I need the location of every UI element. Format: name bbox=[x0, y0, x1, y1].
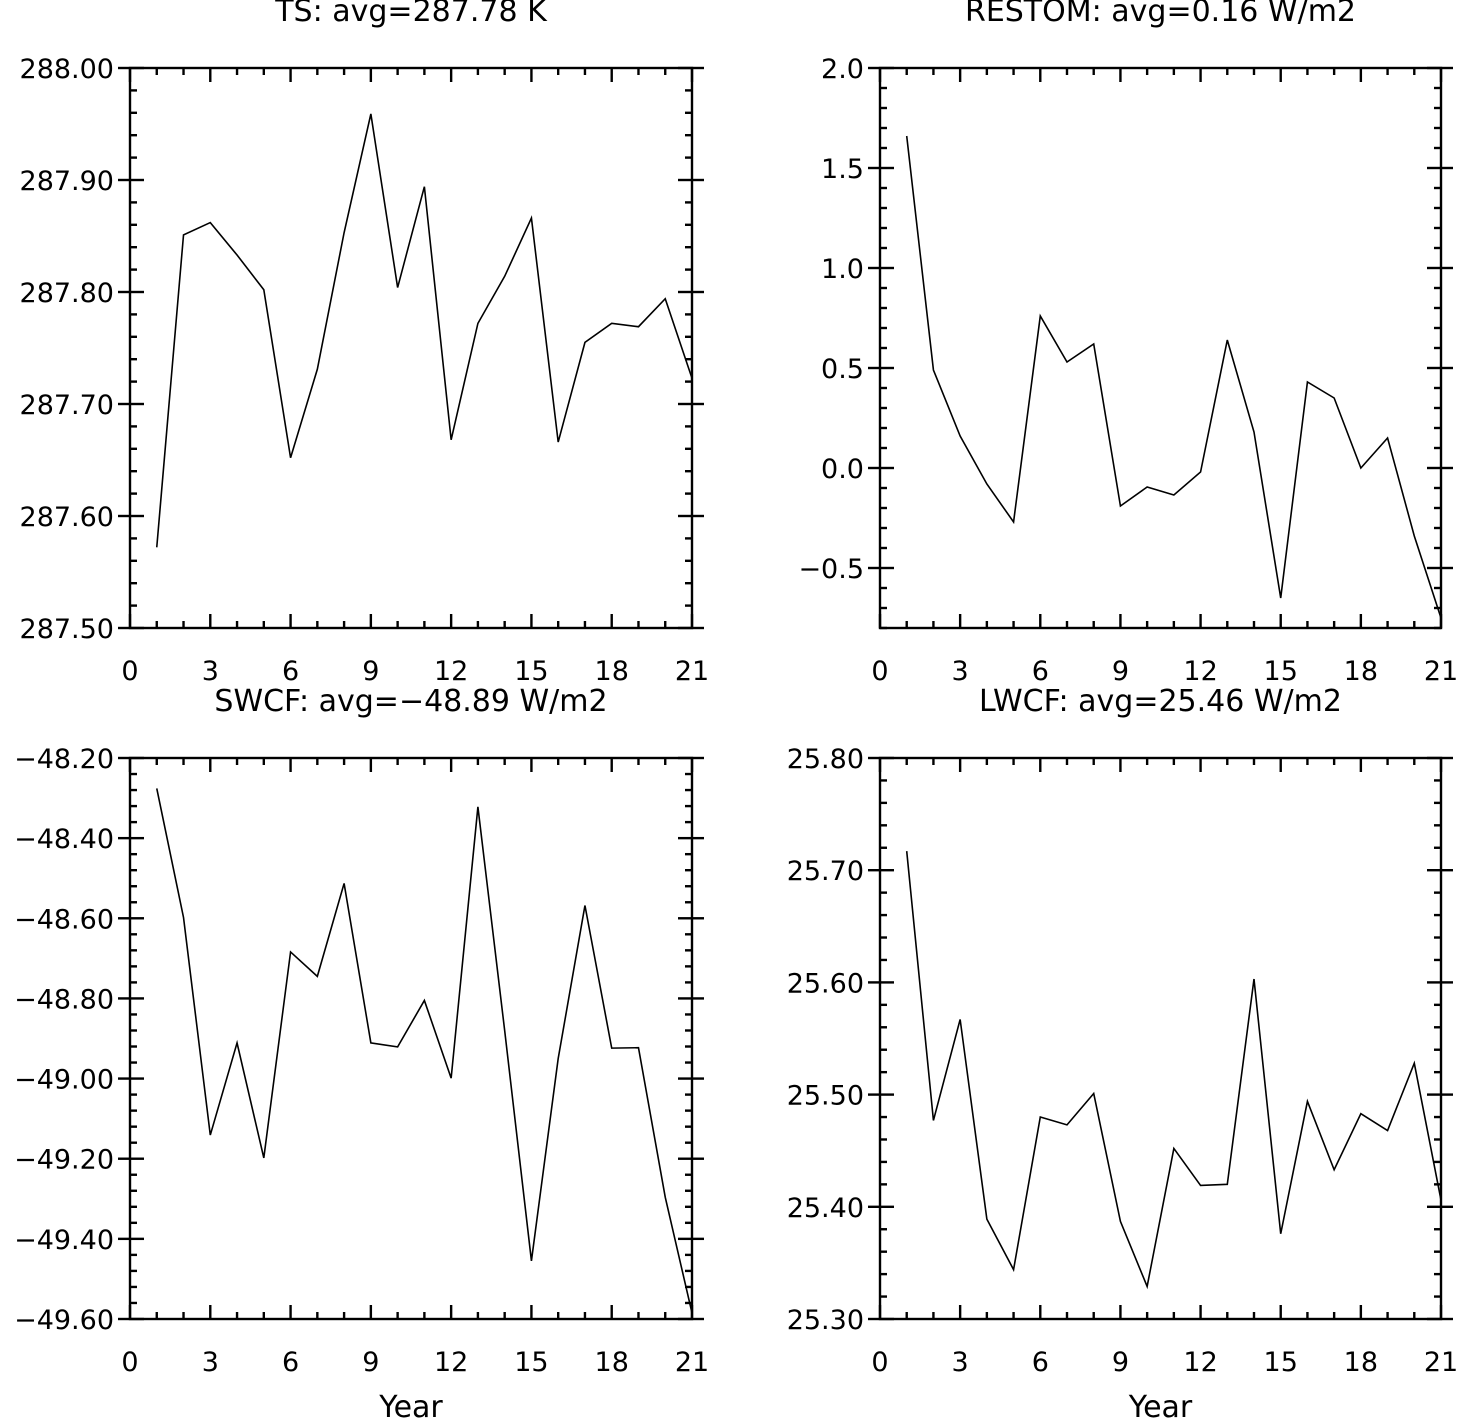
y-tick-label: 25.60 bbox=[787, 968, 864, 999]
y-tick-label: −0.5 bbox=[798, 554, 864, 585]
y-tick-label: −49.40 bbox=[14, 1225, 114, 1256]
x-tick-label: 0 bbox=[121, 1347, 138, 1378]
y-tick-label: 0.0 bbox=[821, 454, 864, 485]
x-tick-label: 18 bbox=[1344, 656, 1378, 687]
x-tick-label: 21 bbox=[675, 656, 709, 687]
x-tick-label: 0 bbox=[121, 656, 138, 687]
series-line bbox=[155, 113, 693, 548]
x-tick-label: 21 bbox=[1424, 1347, 1458, 1378]
chart-panel-2: 0 3 6 9 12 15 18 21 −49.60 −49.40 −49.20 −49.00 −48.… bbox=[14, 684, 709, 1419]
x-tick-label: 12 bbox=[1183, 1347, 1217, 1378]
plot-frame bbox=[128, 66, 694, 630]
x-tick-label: 21 bbox=[1424, 656, 1458, 687]
x-tick-label: 9 bbox=[362, 1347, 379, 1378]
x-tick-label: 18 bbox=[595, 656, 629, 687]
x-tick-label: 18 bbox=[595, 1347, 629, 1378]
y-tick-label: 287.50 bbox=[20, 614, 114, 645]
series-line bbox=[905, 851, 1442, 1290]
x-tick-label: 9 bbox=[1112, 1347, 1129, 1378]
x-tick-label: 15 bbox=[514, 1347, 548, 1378]
x-tick-label: 12 bbox=[434, 656, 468, 687]
x-tick-label: 3 bbox=[202, 656, 219, 687]
x-tick-label: 6 bbox=[1032, 656, 1049, 687]
x-tick-label: 3 bbox=[952, 656, 969, 687]
y-tick-label: 287.90 bbox=[20, 166, 114, 197]
x-tick-label: 15 bbox=[1264, 1347, 1298, 1378]
x-tick-label: 12 bbox=[434, 1347, 468, 1378]
y-tick-label: 1.0 bbox=[821, 254, 864, 285]
x-tick-label: 18 bbox=[1344, 1347, 1378, 1378]
y-tick-label: −48.60 bbox=[14, 904, 114, 935]
chart-title: RESTOM: avg=0.16 W/m2 bbox=[965, 0, 1356, 29]
x-tick-label: 0 bbox=[871, 1347, 888, 1378]
y-tick-label: 25.70 bbox=[787, 856, 864, 887]
y-tick-label: 25.80 bbox=[787, 744, 864, 775]
y-tick-label: 25.30 bbox=[787, 1305, 864, 1336]
plot-frame bbox=[878, 756, 1443, 1321]
y-tick-label: 0.5 bbox=[821, 354, 864, 385]
chart-title: SWCF: avg=−48.89 W/m2 bbox=[214, 684, 607, 719]
series-line bbox=[905, 135, 1442, 619]
chart-title: TS: avg=287.78 K bbox=[274, 0, 548, 29]
y-tick-label: 25.50 bbox=[787, 1081, 864, 1112]
chart-panel-0: 0 3 6 9 12 15 18 21 287.50 287.60 287.70 287.80 287.… bbox=[20, 0, 710, 687]
y-tick-label: 2.0 bbox=[821, 54, 864, 85]
y-tick-label: 287.60 bbox=[20, 502, 114, 533]
y-tick-label: −49.60 bbox=[14, 1305, 114, 1336]
y-tick-label: 25.40 bbox=[787, 1193, 864, 1224]
chart-title: LWCF: avg=25.46 W/m2 bbox=[979, 684, 1342, 719]
y-tick-label: 288.00 bbox=[20, 54, 114, 85]
y-tick-label: −48.40 bbox=[14, 824, 114, 855]
x-tick-label: 3 bbox=[202, 1347, 219, 1378]
y-tick-label: −49.20 bbox=[14, 1145, 114, 1176]
x-tick-label: 6 bbox=[282, 656, 299, 687]
chart-panel-1: 0 3 6 9 12 15 18 21 −0.5 0.0 0.5 1.0 1.5 2.0 RESTOM: a… bbox=[798, 0, 1458, 687]
x-tick-label: 21 bbox=[675, 1347, 709, 1378]
x-tick-label: 6 bbox=[282, 1347, 299, 1378]
x-axis-label: Year bbox=[378, 1390, 443, 1419]
y-tick-label: 287.70 bbox=[20, 390, 114, 421]
x-tick-label: 9 bbox=[1112, 656, 1129, 687]
x-tick-label: 15 bbox=[514, 656, 548, 687]
y-tick-label: −48.80 bbox=[14, 984, 114, 1015]
chart-panel-3: 0 3 6 9 12 15 18 21 25.30 25.40 25.50 25.60 25.70 25.… bbox=[787, 684, 1458, 1419]
x-tick-label: 12 bbox=[1183, 656, 1217, 687]
x-tick-label: 15 bbox=[1264, 656, 1298, 687]
x-tick-label: 0 bbox=[871, 656, 888, 687]
y-tick-label: −49.00 bbox=[14, 1065, 114, 1096]
x-tick-label: 6 bbox=[1032, 1347, 1049, 1378]
plot-frame bbox=[128, 756, 694, 1321]
y-tick-label: 1.5 bbox=[821, 154, 864, 185]
y-tick-label: −48.20 bbox=[14, 744, 114, 775]
x-tick-label: 9 bbox=[362, 656, 379, 687]
series-line bbox=[155, 788, 693, 1314]
y-tick-label: 287.80 bbox=[20, 278, 114, 309]
x-tick-label: 3 bbox=[952, 1347, 969, 1378]
x-axis-label: Year bbox=[1128, 1390, 1193, 1419]
plot-frame bbox=[878, 66, 1443, 630]
